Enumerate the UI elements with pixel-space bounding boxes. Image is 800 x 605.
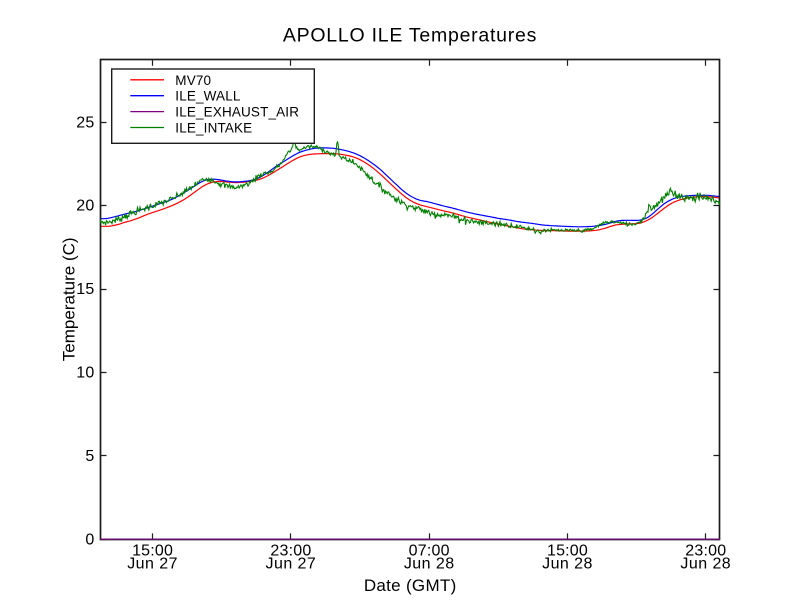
svg-text:10: 10 [76,365,94,382]
svg-text:Jun 27: Jun 27 [127,556,178,573]
svg-text:07:00: 07:00 [409,542,450,559]
svg-text:Jun 28: Jun 28 [542,556,593,573]
svg-text:23:00: 23:00 [685,542,726,559]
svg-text:15: 15 [76,281,94,298]
svg-text:Jun 28: Jun 28 [680,556,731,573]
svg-text:20: 20 [76,198,94,215]
svg-text:5: 5 [85,448,94,465]
svg-text:Jun 27: Jun 27 [266,556,317,573]
svg-text:ILE_EXHAUST_AIR: ILE_EXHAUST_AIR [175,105,299,120]
svg-text:APOLLO ILE Temperatures: APOLLO ILE Temperatures [283,24,537,46]
svg-text:15:00: 15:00 [132,542,173,559]
svg-text:15:00: 15:00 [547,542,588,559]
svg-text:23:00: 23:00 [270,542,311,559]
svg-text:Temperature (C): Temperature (C) [59,237,78,361]
svg-text:Jun 28: Jun 28 [404,556,455,573]
svg-text:Date (GMT): Date (GMT) [364,576,457,595]
svg-text:25: 25 [76,114,94,131]
svg-text:MV70: MV70 [175,73,211,88]
svg-text:ILE_WALL: ILE_WALL [175,89,241,104]
svg-text:0: 0 [85,531,94,548]
svg-text:ILE_INTAKE: ILE_INTAKE [175,121,252,136]
